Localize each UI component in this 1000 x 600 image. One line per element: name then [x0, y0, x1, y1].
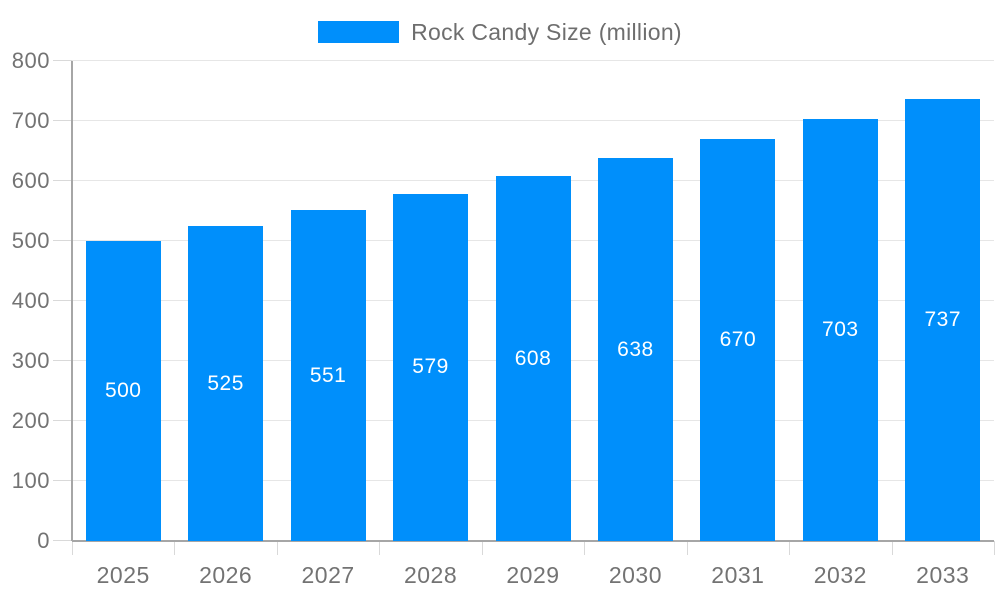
bar-value-label: 638 [617, 337, 654, 361]
y-axis-line [71, 61, 73, 541]
y-axis-label: 600 [11, 168, 50, 193]
legend-swatch [318, 21, 400, 43]
bar-2029: 608 [495, 176, 571, 541]
x-tick [994, 541, 995, 555]
bar-2028: 579 [393, 193, 469, 541]
bar-value-label: 670 [719, 328, 757, 351]
x-axis-label: 2032 [813, 562, 867, 588]
legend-item[interactable]: Rock Candy Size (million) [0, 18, 1000, 46]
gridline [72, 60, 994, 61]
y-tick [53, 60, 72, 61]
y-tick [53, 120, 72, 121]
x-tick [276, 541, 278, 555]
y-axis-label: 300 [11, 348, 50, 373]
y-tick [53, 420, 72, 421]
x-tick [789, 541, 791, 555]
bar-2033: 737 [905, 98, 981, 541]
x-axis-label: 2025 [96, 562, 150, 588]
legend-label: Rock Candy Size (million) [411, 18, 682, 45]
x-axis-label: 2033 [916, 562, 970, 588]
bar-value-label: 551 [309, 363, 347, 387]
bar-2025: 500 [85, 241, 161, 541]
x-tick [584, 541, 586, 555]
bar-value-label: 608 [514, 346, 552, 370]
y-axis-label: 700 [11, 108, 50, 133]
x-tick [891, 541, 893, 555]
y-axis-label: 100 [11, 468, 50, 493]
gridline [72, 120, 994, 121]
x-axis-label: 2028 [403, 562, 458, 588]
x-tick [72, 541, 73, 555]
x-tick [174, 541, 176, 555]
x-axis-line [72, 540, 994, 542]
y-tick [53, 480, 72, 481]
y-axis-label: 400 [11, 288, 50, 313]
bar-2026: 525 [188, 226, 264, 541]
bar-2031: 670 [700, 139, 776, 541]
bar-value-label: 737 [924, 307, 962, 331]
y-tick [53, 540, 72, 541]
bar-2027: 551 [290, 210, 366, 541]
y-axis-label: 500 [11, 228, 50, 253]
x-axis-label: 2031 [711, 562, 765, 588]
bar-2030: 638 [597, 158, 673, 541]
bar-value-label: 703 [822, 318, 859, 342]
x-axis-label: 2029 [506, 562, 560, 588]
bar-value-label: 500 [104, 379, 142, 402]
y-axis-label: 0 [37, 528, 50, 553]
x-tick [481, 541, 483, 555]
y-axis-label: 800 [11, 48, 50, 73]
bar-2032: 703 [802, 119, 878, 541]
x-axis-label: 2026 [199, 562, 253, 588]
y-axis-label: 200 [11, 408, 50, 433]
y-tick [53, 180, 72, 181]
x-axis-label: 2027 [301, 562, 355, 588]
bar-value-label: 525 [207, 371, 244, 395]
y-tick [53, 360, 72, 361]
x-tick [686, 541, 688, 555]
y-tick [53, 300, 72, 301]
x-tick [379, 541, 381, 555]
bar-value-label: 579 [412, 355, 449, 379]
x-axis-label: 2030 [608, 562, 663, 588]
y-tick [53, 240, 72, 241]
